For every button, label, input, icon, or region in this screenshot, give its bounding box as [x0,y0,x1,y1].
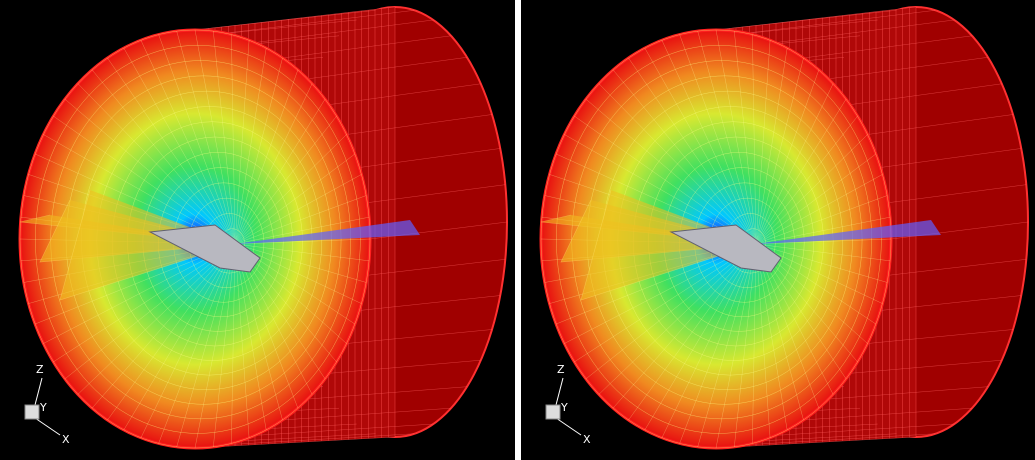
axis-label: Y [560,401,568,414]
axis-label: X [583,433,591,446]
screenshot: Z Y X Z Y X [0,0,1035,460]
mesh-panel: Z Y X [541,7,1028,448]
mesh-panel: Z Y X [20,7,507,448]
axis-label: Z [557,363,565,376]
axis-label: X [62,433,70,446]
axis-label: Y [39,401,47,414]
axis-label: Z [36,363,44,376]
axis-cube [546,405,560,419]
axis-cube [25,405,39,419]
